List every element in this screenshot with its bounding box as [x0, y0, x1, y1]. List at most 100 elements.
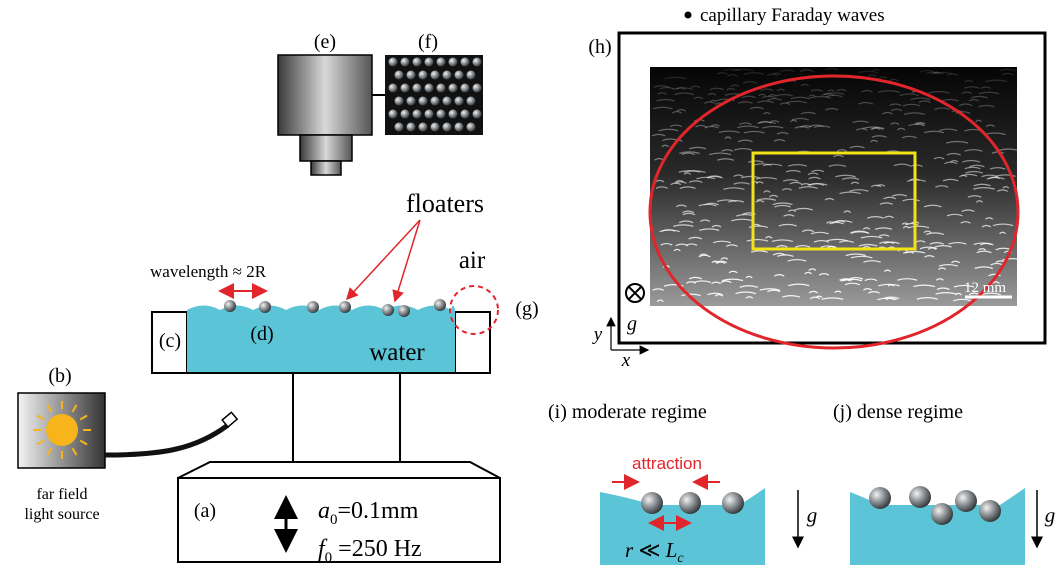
light-label: (b) — [48, 365, 71, 387]
sensor-dot — [419, 71, 428, 80]
sensor-dot — [389, 110, 398, 119]
sensor-dot — [467, 71, 476, 80]
particle — [955, 490, 977, 512]
meniscus-label: (g) — [515, 298, 538, 320]
sensor-dot — [395, 71, 404, 80]
camera-body — [278, 55, 372, 135]
sensor-dot — [449, 84, 458, 93]
floater — [307, 301, 319, 313]
sensor-dot — [437, 84, 446, 93]
sensor-dot — [389, 58, 398, 67]
particle — [679, 492, 701, 514]
light-caption: light source — [24, 506, 99, 523]
sensor-dot — [413, 58, 422, 67]
sensor-dot — [437, 110, 446, 119]
amplitude-symbol: a — [318, 498, 330, 524]
sensor-dot — [437, 58, 446, 67]
camera-label: (e) — [314, 31, 336, 53]
floater — [382, 304, 394, 316]
particle — [641, 492, 663, 514]
axis-x-label: x — [621, 350, 631, 371]
particle — [931, 503, 953, 525]
distance-relation: r ≪ Lc — [625, 538, 684, 566]
sensor-dot — [407, 123, 416, 132]
axis-y-label: y — [592, 324, 603, 345]
scale-label: 12 mm — [964, 280, 1006, 296]
sensor-dot — [419, 123, 428, 132]
sensor-dot — [473, 84, 482, 93]
sensor-dot — [443, 97, 452, 106]
sensor-dot — [431, 123, 440, 132]
frequency-value: =250 Hz — [332, 536, 422, 562]
sensor-dot — [389, 84, 398, 93]
water-label: water — [369, 339, 425, 366]
sun — [46, 414, 78, 446]
particle — [869, 487, 891, 509]
sensor-dot — [473, 58, 482, 67]
sensor-dot — [425, 84, 434, 93]
capillary-length: L — [665, 538, 678, 562]
sensor-dot — [455, 71, 464, 80]
sensor-label: (f) — [418, 31, 438, 53]
sensor-dot — [413, 84, 422, 93]
particle-label: (d) — [250, 323, 273, 345]
floaters-label: floaters — [406, 189, 484, 218]
particle — [722, 492, 744, 514]
sensor-dot — [407, 97, 416, 106]
tank-wall-right — [455, 312, 490, 373]
floater-arrow — [395, 220, 420, 301]
bullet — [685, 12, 692, 19]
particle — [979, 500, 1001, 522]
floater — [434, 299, 446, 311]
frequency-subscript: 0 — [325, 550, 333, 566]
floater — [259, 301, 271, 313]
sensor-dot — [395, 123, 404, 132]
frequency: f0 =250 Hz — [318, 536, 422, 566]
shaker-label: (a) — [194, 500, 216, 522]
particle — [909, 486, 931, 508]
moderate-label: (i) moderate regime — [548, 401, 707, 423]
air-label: air — [459, 247, 486, 274]
shaker-top — [178, 462, 500, 478]
sensor-dot — [413, 110, 422, 119]
sensor-dot — [425, 58, 434, 67]
sensor-dot — [449, 58, 458, 67]
wavelength-label: wavelength ≈ 2R — [150, 262, 267, 281]
sensor-dot — [395, 97, 404, 106]
distance-operator: ≪ — [633, 538, 665, 562]
sensor-dot — [425, 110, 434, 119]
attraction-label: attraction — [632, 454, 702, 473]
sensor-dot — [401, 110, 410, 119]
sensor-dot — [449, 110, 458, 119]
light-caption: far field — [36, 486, 87, 503]
sensor-dot — [473, 110, 482, 119]
sensor-dot — [431, 97, 440, 106]
photo-label: (h) — [588, 36, 611, 58]
sensor-dot — [443, 123, 452, 132]
sensor-dot — [461, 58, 470, 67]
gravity-label: g — [627, 313, 637, 335]
floater-arrow — [347, 220, 420, 299]
gravity-label: g — [1045, 503, 1056, 527]
sensor-dot — [467, 123, 476, 132]
dense-label: (j) dense regime — [833, 401, 963, 423]
floater — [339, 301, 351, 313]
amplitude-subscript: 0 — [330, 512, 338, 528]
sensor-dot — [419, 97, 428, 106]
floater — [398, 305, 410, 317]
capillary-subscript: c — [677, 551, 684, 566]
photo-heading: capillary Faraday waves — [700, 5, 885, 26]
sensor-dot — [431, 71, 440, 80]
sensor-dot — [455, 123, 464, 132]
sensor-dot — [461, 84, 470, 93]
sensor-dot — [455, 97, 464, 106]
gravity-label: g — [807, 503, 818, 527]
camera-lens-tip — [311, 161, 341, 175]
sensor-dot — [401, 84, 410, 93]
amplitude-value: =0.1mm — [338, 498, 419, 524]
sensor-dot — [467, 97, 476, 106]
sensor-dot — [443, 71, 452, 80]
floater — [224, 300, 236, 312]
container-label: (c) — [159, 330, 181, 352]
sensor-dot — [407, 71, 416, 80]
